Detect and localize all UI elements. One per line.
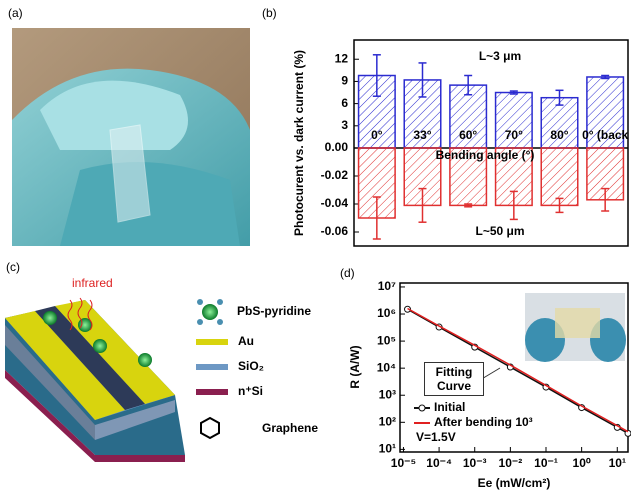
category-label: 0° [371,128,383,142]
y-tick-label: -0.06 [321,224,349,238]
legend-label: SiO₂ [238,359,264,373]
fitting-annotation: Fitting Curve [424,362,484,396]
y-tick-label: -0.02 [321,168,349,182]
y-tick-label: 3 [341,118,348,132]
y-tick-label: 10¹ [379,442,396,456]
series-label: L~3 μm [479,49,521,63]
panel-label: (c) [6,260,20,274]
category-label: 80° [550,128,568,142]
bar [541,148,578,205]
series-label: L~50 μm [475,224,524,238]
category-label: 0° (back [582,128,628,142]
x-tick-label: 10⁻² [499,456,523,470]
legend-label: After bending 10³ [434,415,533,429]
legend-label: n⁺Si [238,384,263,398]
y-tick-label: 10⁵ [377,333,396,347]
legend-label: Graphene [262,421,318,435]
inset-photo [525,293,626,362]
x-tick-label: 10⁻⁴ [426,456,452,470]
x-axis-label: Bending angle (°) [436,148,535,162]
infrared-label: infrared [72,276,113,290]
x-tick-label: 10¹ [609,456,626,470]
x-tick-label: 10⁻³ [463,456,487,470]
x-tick-label: 10⁻⁵ [391,456,416,470]
panel-label: (d) [340,266,355,280]
y-tick-label: 10⁷ [378,279,396,293]
category-label: 33° [413,128,431,142]
y-axis-label: Photocurent vs. dark current (%) [292,50,306,236]
annotation: V=1.5V [416,430,456,444]
y-tick-label: 0.00 [325,140,349,154]
legend-marker [419,405,425,411]
category-label: 70° [505,128,523,142]
y-tick-label: 10⁶ [377,306,396,320]
panel-label: (a) [8,6,23,20]
panel-label: (b) [262,6,277,20]
photo [12,28,250,246]
x-tick-label: 10⁻¹ [534,456,558,470]
x-tick-label: 10⁰ [573,456,591,470]
legend-label: PbS-pyridine [237,304,311,318]
y-axis-label: R (A/W) [348,345,362,388]
y-tick-label: -0.04 [321,196,349,210]
y-tick-label: 10³ [379,387,396,401]
y-tick-label: 9 [341,74,348,88]
device-schematic [5,298,228,462]
y-tick-label: 6 [341,96,348,110]
x-axis-label: Ee (mW/cm²) [478,476,551,490]
legend-label: Au [238,334,254,348]
figure: (a) (b) (c) (d) infrared PbS-pyridine Au [0,0,631,495]
y-tick-label: 10² [379,414,396,428]
y-tick-label: 10⁴ [377,360,396,374]
y-tick-label: 12 [335,51,349,65]
category-label: 60° [459,128,477,142]
legend-label: Initial [434,400,465,414]
